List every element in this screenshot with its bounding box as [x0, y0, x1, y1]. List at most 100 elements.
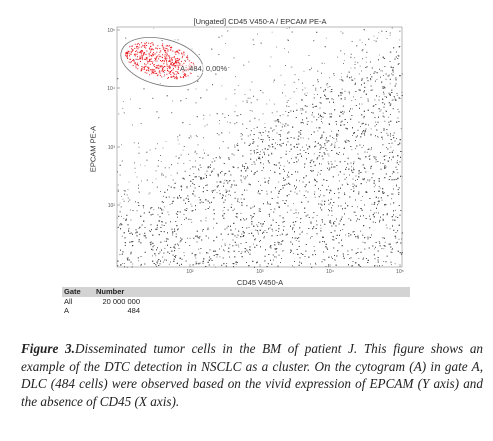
event-dot	[318, 117, 320, 118]
event-dot	[377, 136, 378, 137]
event-dot	[311, 121, 313, 123]
event-dot	[398, 238, 400, 240]
event-dot	[181, 224, 182, 225]
event-dot	[375, 212, 377, 214]
event-dot	[360, 230, 362, 232]
event-dot	[251, 218, 252, 220]
event-dot	[119, 254, 121, 256]
event-dot	[194, 255, 196, 257]
event-dot	[245, 249, 247, 251]
event-dot	[213, 264, 215, 266]
event-dot	[265, 130, 267, 132]
event-dot	[333, 236, 334, 238]
event-dot	[371, 203, 373, 205]
event-dot	[368, 180, 370, 182]
event-dot	[126, 266, 128, 268]
event-dot	[299, 190, 301, 192]
event-dot	[277, 202, 279, 204]
event-dot	[378, 202, 380, 204]
event-dot	[292, 265, 293, 267]
event-dot	[353, 187, 355, 189]
event-dot	[219, 155, 220, 157]
event-dot	[301, 113, 303, 115]
event-dot	[281, 143, 283, 144]
event-dot	[222, 194, 224, 195]
event-dot	[193, 173, 195, 175]
event-dot	[238, 201, 240, 203]
event-dot	[398, 187, 400, 188]
event-dot	[332, 99, 334, 101]
event-dot	[392, 226, 393, 227]
event-dot	[399, 142, 401, 144]
event-dot	[182, 149, 184, 151]
event-dot	[246, 168, 248, 170]
event-dot	[235, 76, 236, 78]
event-dot	[354, 184, 355, 186]
event-dot	[381, 248, 383, 249]
event-dot	[276, 46, 277, 48]
event-dot	[282, 185, 283, 186]
event-dot	[260, 151, 261, 153]
event-dot	[357, 248, 359, 250]
event-dot	[346, 177, 347, 179]
event-dot	[311, 171, 313, 173]
event-dot	[243, 176, 245, 178]
event-dot	[234, 208, 235, 210]
event-dot	[164, 206, 165, 208]
event-dot	[319, 173, 321, 175]
event-dot	[365, 181, 367, 183]
event-dot	[378, 241, 380, 242]
event-dot	[296, 103, 297, 105]
event-dot	[313, 94, 315, 95]
event-dot	[364, 134, 366, 136]
event-dot	[313, 246, 315, 247]
event-dot	[163, 195, 164, 197]
event-dot	[344, 60, 345, 62]
event-dot	[344, 90, 346, 92]
event-dot	[223, 174, 225, 176]
event-dot	[365, 61, 367, 63]
event-dot	[190, 203, 192, 205]
event-dot	[172, 100, 174, 102]
event-dot	[353, 211, 355, 213]
event-dot	[334, 160, 336, 162]
event-dot	[339, 79, 341, 81]
event-dot	[396, 94, 398, 96]
event-dot	[264, 123, 266, 124]
event-dot	[317, 130, 319, 132]
event-dot	[388, 74, 390, 76]
event-dot	[330, 161, 332, 163]
event-dot	[138, 191, 140, 192]
event-dot	[250, 249, 251, 251]
event-dot	[283, 250, 285, 252]
event-dot	[286, 211, 288, 213]
event-dot	[378, 96, 380, 98]
event-dot	[384, 245, 386, 246]
event-dot	[373, 186, 375, 188]
event-dot	[358, 73, 360, 75]
event-dot	[325, 37, 327, 39]
event-dot	[235, 105, 237, 107]
event-dot	[371, 112, 373, 113]
event-dot	[221, 245, 222, 247]
event-dot	[332, 204, 334, 206]
event-dot	[363, 167, 365, 168]
event-dot	[237, 213, 239, 214]
event-dot	[376, 79, 378, 80]
event-dot	[255, 229, 257, 231]
event-dot	[302, 137, 304, 139]
event-dot	[230, 229, 232, 231]
event-dot	[258, 208, 260, 210]
event-dot	[328, 265, 329, 267]
event-dot	[390, 146, 392, 148]
event-dot	[236, 236, 238, 238]
event-dot	[268, 183, 269, 184]
event-dot	[235, 262, 237, 263]
event-dot	[122, 101, 124, 102]
event-dot	[313, 153, 315, 155]
event-dot	[121, 215, 122, 217]
event-dot	[263, 236, 265, 237]
event-dot	[247, 250, 249, 252]
cytogram-figure: [Ungated] CD45 V450-A / EPCAM PE-A 10² 10…	[62, 17, 410, 315]
event-dot	[156, 262, 158, 264]
